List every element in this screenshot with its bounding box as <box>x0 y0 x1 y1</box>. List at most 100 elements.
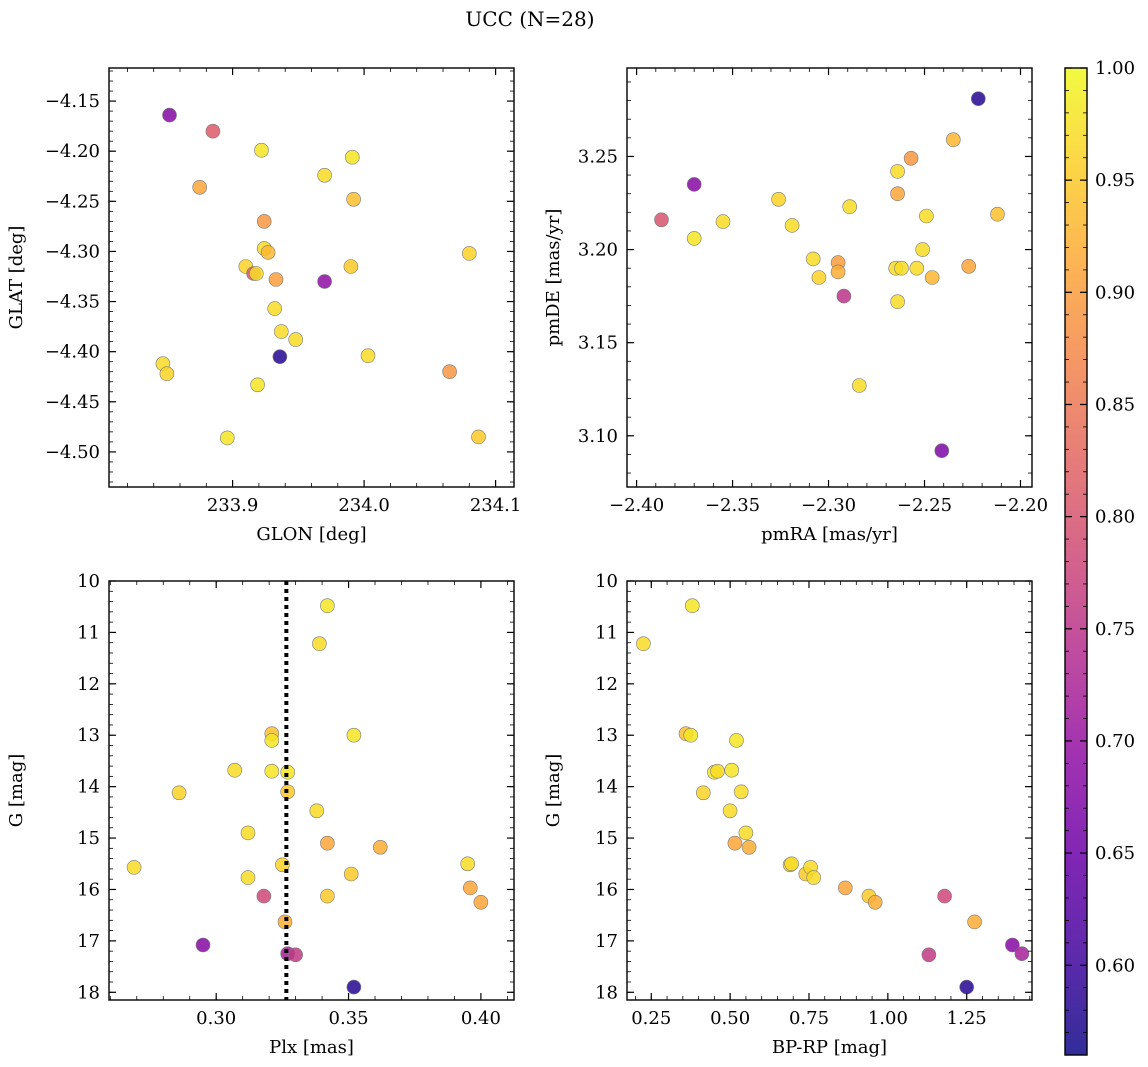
colorbar-ticks: 0.60 0.65 0.70 0.75 0.80 0.85 0.90 0.95 1.00 <box>1065 58 1135 1033</box>
data-point <box>312 636 327 652</box>
data-point <box>256 888 272 904</box>
x-tick-label: 233.9 <box>207 495 259 516</box>
data-point <box>830 264 846 280</box>
data-point <box>715 214 731 229</box>
x-axis-label: BP-RP [mag] <box>772 1037 887 1058</box>
data-point <box>268 272 284 287</box>
x-tick-label: 0.30 <box>196 1008 236 1029</box>
data-point <box>890 164 905 179</box>
data-point <box>192 180 207 195</box>
y-tick-label: 11 <box>77 622 100 643</box>
axes-frame <box>626 580 1033 1001</box>
data-point <box>722 803 738 819</box>
data-point <box>273 324 289 339</box>
data-point <box>171 785 187 801</box>
x-tick-label: −2.25 <box>897 495 952 516</box>
y-tick-label: 3.15 <box>578 333 618 354</box>
data-point <box>162 107 177 123</box>
data-point <box>909 260 925 276</box>
data-point <box>264 733 280 748</box>
colorbar-tick-label: 0.80 <box>1095 507 1135 528</box>
data-point <box>945 132 961 147</box>
x-tick-label: −2.40 <box>609 495 664 516</box>
panel-plx-g: 0.30 0.35 0.40 10 11 12 13 14 15 16 17 18 Plx [mas] G… <box>6 571 515 1058</box>
data-point <box>771 192 786 207</box>
data-point <box>267 301 283 316</box>
data-point <box>806 870 822 885</box>
data-point <box>471 429 486 445</box>
colorbar-tick-label: 0.90 <box>1095 282 1135 303</box>
colorbar-tick-label: 0.75 <box>1095 619 1135 640</box>
data-point <box>1014 946 1030 962</box>
y-axis-label: pmDE [mas/yr] <box>543 209 564 347</box>
y-tick-label: 12 <box>595 674 618 695</box>
data-point <box>919 208 934 224</box>
y-tick-label: −4.20 <box>45 141 100 162</box>
x-axis-label: GLON [deg] <box>256 524 366 545</box>
y-axis-label: G [mag] <box>6 754 27 827</box>
x-tick-label: 1.25 <box>947 1008 987 1029</box>
panel-bprp-g: 0.25 0.50 0.75 1.00 1.25 10 11 12 13 14 15 16 17 18 BP… <box>543 571 1033 1058</box>
colorbar-tick-label: 1.00 <box>1095 58 1135 79</box>
data-point <box>309 803 325 819</box>
x-tick-label: 1.00 <box>868 1008 908 1029</box>
data-point <box>654 212 669 228</box>
y-tick-label: 14 <box>77 777 100 798</box>
x-tick-label: −2.20 <box>993 495 1048 516</box>
x-axis-label: Plx [mas] <box>269 1037 354 1058</box>
data-point <box>724 762 740 778</box>
data-point <box>741 839 757 855</box>
y-tick-label: 12 <box>77 674 100 695</box>
data-point <box>159 366 175 382</box>
data-point <box>272 349 288 365</box>
y-tick-label: 15 <box>77 828 100 849</box>
figure-title: UCC (N=28) <box>465 7 594 31</box>
data-point <box>729 733 744 748</box>
y-tick-label: 17 <box>77 931 100 952</box>
data-point <box>990 206 1005 222</box>
data-point <box>462 880 478 896</box>
y-tick-label: −4.25 <box>45 191 100 212</box>
data-point <box>195 937 211 953</box>
data-point <box>346 979 362 995</box>
x-tick-label: 0.25 <box>631 1008 671 1029</box>
data-point <box>473 894 489 910</box>
data-point <box>727 835 743 851</box>
data-point <box>842 199 858 214</box>
data-point <box>733 784 749 800</box>
data-point <box>260 245 276 260</box>
y-tick-label: −4.45 <box>45 392 100 413</box>
data-point <box>890 186 905 201</box>
data-point <box>738 825 754 841</box>
colorbar: 0.60 0.65 0.70 0.75 0.80 0.85 0.90 0.95 1.00 <box>1064 58 1135 1056</box>
data-point <box>442 364 457 380</box>
data-point <box>695 785 711 801</box>
y-axis-label: G [mag] <box>543 754 564 827</box>
data-point <box>220 430 235 446</box>
data-point <box>343 259 359 274</box>
data-point <box>784 856 799 872</box>
x-tick-label: 234.0 <box>338 495 390 516</box>
data-point <box>903 151 919 166</box>
y-tick-label: 3.25 <box>578 146 618 167</box>
panel-glon-glat: 233.9 234.0 234.1 −4.15 −4.20 −4.25 −4.30 −4.35… <box>6 67 522 545</box>
data-point <box>256 214 272 229</box>
x-tick-label: 0.50 <box>710 1008 750 1029</box>
data-point <box>890 294 905 310</box>
x-tick-label: 234.1 <box>470 495 522 516</box>
y-tick-label: 18 <box>595 982 618 1003</box>
axes-frame <box>108 580 515 1001</box>
data-point <box>240 825 256 841</box>
y-tick-label: 3.10 <box>578 426 618 447</box>
y-tick-label: 10 <box>595 571 618 592</box>
data-point <box>460 856 476 872</box>
y-tick-label: 16 <box>77 879 100 900</box>
data-point <box>461 246 477 261</box>
y-tick-label: −4.15 <box>45 91 100 112</box>
x-tick-label: 0.35 <box>329 1008 369 1029</box>
x-tick-label: 0.40 <box>461 1008 501 1029</box>
data-point <box>240 870 256 885</box>
x-tick-label: −2.35 <box>705 495 760 516</box>
data-point <box>205 123 221 139</box>
data-point <box>686 177 702 192</box>
